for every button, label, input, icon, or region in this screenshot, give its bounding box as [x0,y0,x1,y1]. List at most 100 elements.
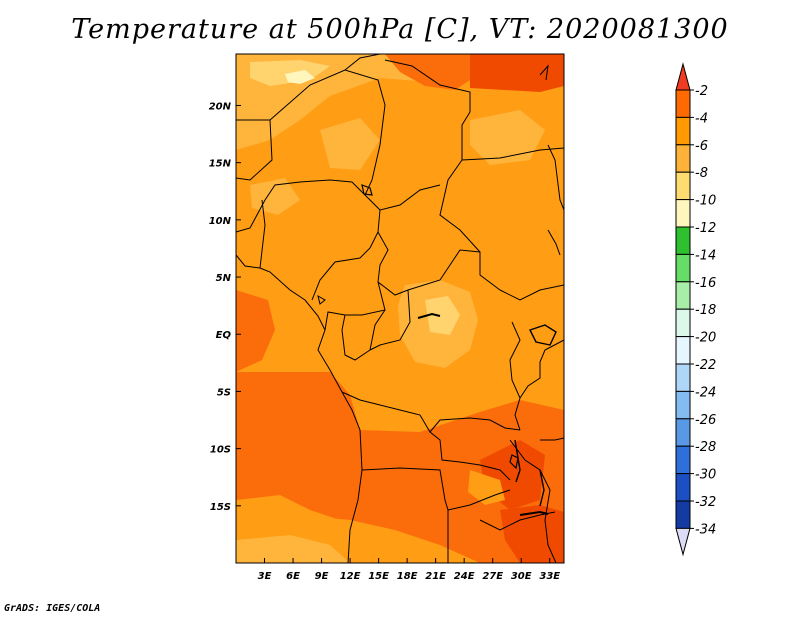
lon-tick-label: 21E [425,571,446,582]
colorbar-band [675,89,691,118]
border-gabon-congo [341,309,386,361]
colorbar-label: -8 [695,166,708,181]
lon-tick-label: 30E [511,571,532,582]
lake-victoria [529,324,557,346]
lat-tick-label: EQ [216,330,232,341]
coastline-west [236,254,363,563]
border-red-sea-coast [539,64,549,81]
colorbar: -2 -4 -6 -8 -10 -12 -14 -16 -18 -20 -22 -24 -26 -28 -3… [675,62,716,557]
lat-tick-label: 20N [209,101,232,112]
lon-tick-label: 6E [286,571,300,582]
temperature-field [236,54,564,563]
colorbar-label: -26 [695,413,716,428]
contour-mid-south-patch [468,470,505,505]
lon-tick-label: 33E [539,571,560,582]
border-congo-drc [369,289,411,351]
border-nigeria-niger [236,179,381,249]
colorbar-band [675,500,691,529]
border-malawi-mozambique [509,439,557,563]
lake-malawi [539,469,545,507]
colorbar-band [675,445,691,475]
border-ethiopia-south [547,229,561,256]
colorbar-label: -18 [695,303,716,318]
colorbar-label: -2 [695,84,708,99]
colorbar-band [675,308,691,338]
lake-mai-ndombe [417,312,441,319]
lon-tick-label: 18E [397,571,418,582]
contour-coolest-north-core [285,70,315,84]
colorbar-label: -32 [695,495,716,510]
border-south-sudan [499,284,564,301]
border-nigeria-cameroon [311,247,371,301]
colorbar-label: -20 [695,331,716,346]
colorbar-band [675,171,691,201]
colorbar-band [675,281,691,310]
lake-tanganyika [514,439,521,483]
colorbar-band [675,226,691,255]
chart-title: Temperature at 500hPa [C], VT: 202008130… [71,14,729,45]
lake-chad [361,184,373,196]
colorbar-top-arrow [675,62,691,91]
contour-cool-southwest [236,535,350,563]
colorbar-band [675,363,691,392]
lon-tick-label: 12E [340,571,361,582]
border-ethiopia [547,144,564,211]
colorbar-label: -12 [695,221,716,236]
lat-tick-label: 15N [209,159,232,170]
colorbar-label: -14 [695,248,716,263]
border-libya [384,59,471,112]
border-angola-drc [341,391,511,481]
colorbar-label: -34 [695,522,716,537]
lon-tick-label: 24E [454,571,475,582]
border-drc-zambia [429,417,521,433]
colorbar-band [675,336,691,365]
contour-cool-patch-1 [320,118,380,170]
border-uganda-kenya [519,339,564,399]
country-borders [236,54,564,563]
contour-mid-southwest [236,495,340,550]
colorbar-band [675,116,691,146]
border-sudan-west [439,111,501,291]
border-benin-togo [259,199,266,269]
colorbar-label: -22 [695,358,716,373]
border-zambia-zimbabwe [447,489,511,511]
lat-tick-label: 5S [217,387,231,398]
bioko-island [317,294,326,305]
border-tanzania [540,437,564,441]
border-chad-north [379,184,441,211]
lake-kariba [519,510,549,516]
colorbar-label: -16 [695,276,716,291]
latitude-axis: 20N 15N 10N 5N EQ 5S 10S 15S [209,101,241,513]
lat-tick-label: 15S [210,502,231,513]
colorbar-label: -24 [695,385,716,400]
border-algeria [344,54,381,71]
contour-warmest-northeast [470,54,564,92]
contour-warm-west [236,290,275,372]
colorbar-band [675,390,691,420]
colorbar-label: -30 [695,468,716,483]
border-angola-namibia [361,467,449,511]
colorbar-label: -28 [695,440,716,455]
border-sudan-egypt [461,147,564,161]
map-frame [235,53,565,564]
contour-cool-patch-2 [470,110,545,165]
border-drc-east [509,321,521,431]
colorbar-label: -6 [695,139,708,154]
colorbar-band [675,253,691,283]
lat-tick-label: 10S [210,445,231,456]
lat-tick-label: 10N [209,216,232,227]
longitude-axis: 3E 6E 9E 12E 15E 18E 21E 24E 27E 30E 33E [258,558,560,582]
contour-warmest-south-2 [500,505,564,563]
lat-tick-label: 5N [216,273,232,284]
colorbar-bottom-arrow [675,527,691,557]
border-mali-niger [269,69,386,196]
lon-tick-label: 9E [315,571,329,582]
colorbar-band [675,473,691,502]
lake-mweru [509,454,519,470]
border-cameroon-south [324,281,386,331]
border-mauritania-mali [236,119,273,181]
lon-tick-label: 3E [258,571,272,582]
colorbar-band [675,199,691,228]
border-chad-car [377,231,481,296]
